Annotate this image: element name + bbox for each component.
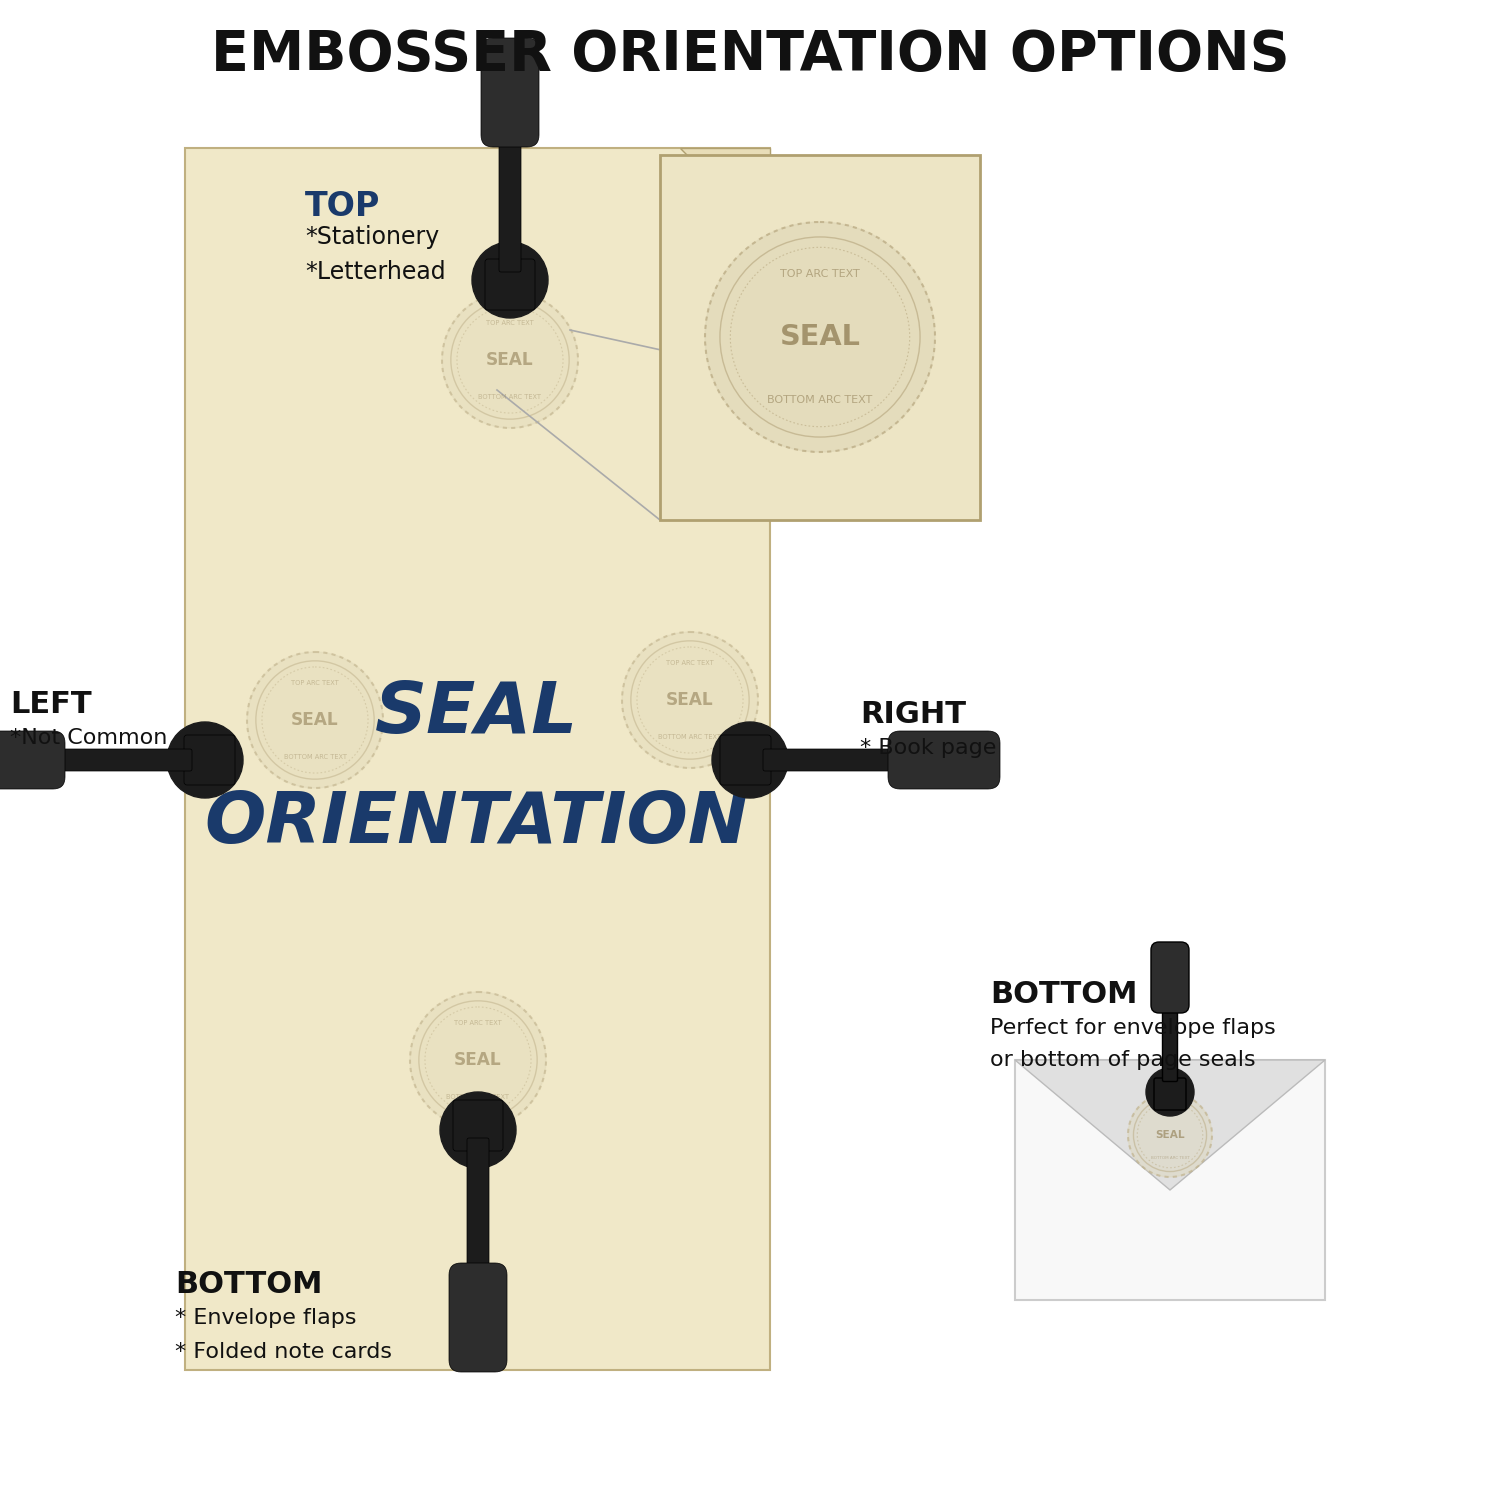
- FancyBboxPatch shape: [500, 128, 520, 272]
- Text: BOTTOM ARC TEXT: BOTTOM ARC TEXT: [478, 394, 542, 400]
- Text: SEAL: SEAL: [486, 351, 534, 369]
- Text: TOP ARC TEXT: TOP ARC TEXT: [666, 660, 714, 666]
- Text: TOP ARC TEXT: TOP ARC TEXT: [454, 1020, 503, 1026]
- FancyBboxPatch shape: [484, 260, 536, 310]
- Text: *Stationery: *Stationery: [304, 225, 439, 249]
- Circle shape: [472, 242, 548, 318]
- FancyBboxPatch shape: [720, 735, 771, 784]
- Circle shape: [248, 652, 382, 788]
- Text: ORIENTATION: ORIENTATION: [206, 789, 748, 858]
- FancyBboxPatch shape: [1162, 993, 1178, 1082]
- Polygon shape: [1016, 1060, 1324, 1190]
- FancyBboxPatch shape: [184, 148, 770, 1370]
- FancyBboxPatch shape: [1016, 1060, 1324, 1300]
- Text: BOTTOM ARC TEXT: BOTTOM ARC TEXT: [658, 735, 722, 741]
- Text: LEFT: LEFT: [10, 690, 92, 718]
- FancyBboxPatch shape: [453, 1100, 503, 1150]
- Text: SEAL: SEAL: [1155, 1130, 1185, 1140]
- Text: BOTTOM: BOTTOM: [990, 980, 1137, 1010]
- Text: SEAL: SEAL: [666, 692, 714, 709]
- Text: TOP: TOP: [304, 190, 381, 224]
- FancyBboxPatch shape: [1150, 942, 1190, 1012]
- Circle shape: [622, 632, 758, 768]
- Text: SEAL: SEAL: [291, 711, 339, 729]
- Text: SEAL: SEAL: [454, 1052, 503, 1070]
- Text: BOTTOM: BOTTOM: [176, 1270, 322, 1299]
- Text: * Book page: * Book page: [859, 738, 996, 758]
- Circle shape: [166, 722, 243, 798]
- FancyBboxPatch shape: [888, 730, 1001, 789]
- Circle shape: [410, 992, 546, 1128]
- Text: SEAL: SEAL: [375, 680, 579, 748]
- Text: *Not Common: *Not Common: [10, 728, 168, 748]
- Text: * Envelope flaps: * Envelope flaps: [176, 1308, 357, 1328]
- Text: RIGHT: RIGHT: [859, 700, 966, 729]
- Circle shape: [712, 722, 788, 798]
- Text: TOP ARC TEXT: TOP ARC TEXT: [291, 680, 339, 686]
- Circle shape: [705, 222, 934, 452]
- Text: TOP ARC TEXT: TOP ARC TEXT: [486, 320, 534, 326]
- Polygon shape: [680, 148, 770, 238]
- FancyBboxPatch shape: [660, 154, 980, 520]
- Text: TOP ARC TEXT: TOP ARC TEXT: [1155, 1110, 1185, 1114]
- Text: EMBOSSER ORIENTATION OPTIONS: EMBOSSER ORIENTATION OPTIONS: [210, 28, 1290, 82]
- Circle shape: [440, 1092, 516, 1168]
- FancyBboxPatch shape: [466, 1138, 489, 1282]
- FancyBboxPatch shape: [1154, 1078, 1186, 1110]
- Text: or bottom of page seals: or bottom of page seals: [990, 1050, 1256, 1070]
- FancyBboxPatch shape: [0, 730, 64, 789]
- Text: Perfect for envelope flaps: Perfect for envelope flaps: [990, 1019, 1275, 1038]
- Text: TOP ARC TEXT: TOP ARC TEXT: [780, 268, 859, 279]
- FancyBboxPatch shape: [482, 38, 538, 147]
- Circle shape: [442, 292, 578, 427]
- Circle shape: [1128, 1094, 1212, 1178]
- FancyBboxPatch shape: [184, 735, 236, 784]
- FancyBboxPatch shape: [448, 1263, 507, 1372]
- Text: BOTTOM ARC TEXT: BOTTOM ARC TEXT: [447, 1095, 510, 1101]
- Text: BOTTOM ARC TEXT: BOTTOM ARC TEXT: [1150, 1156, 1190, 1160]
- Text: SEAL: SEAL: [780, 322, 861, 351]
- FancyBboxPatch shape: [48, 748, 192, 771]
- Text: * Folded note cards: * Folded note cards: [176, 1342, 392, 1362]
- Text: BOTTOM ARC TEXT: BOTTOM ARC TEXT: [768, 396, 873, 405]
- Circle shape: [1146, 1068, 1194, 1116]
- Text: BOTTOM ARC TEXT: BOTTOM ARC TEXT: [284, 754, 346, 760]
- Text: *Letterhead: *Letterhead: [304, 260, 446, 284]
- FancyBboxPatch shape: [764, 748, 908, 771]
